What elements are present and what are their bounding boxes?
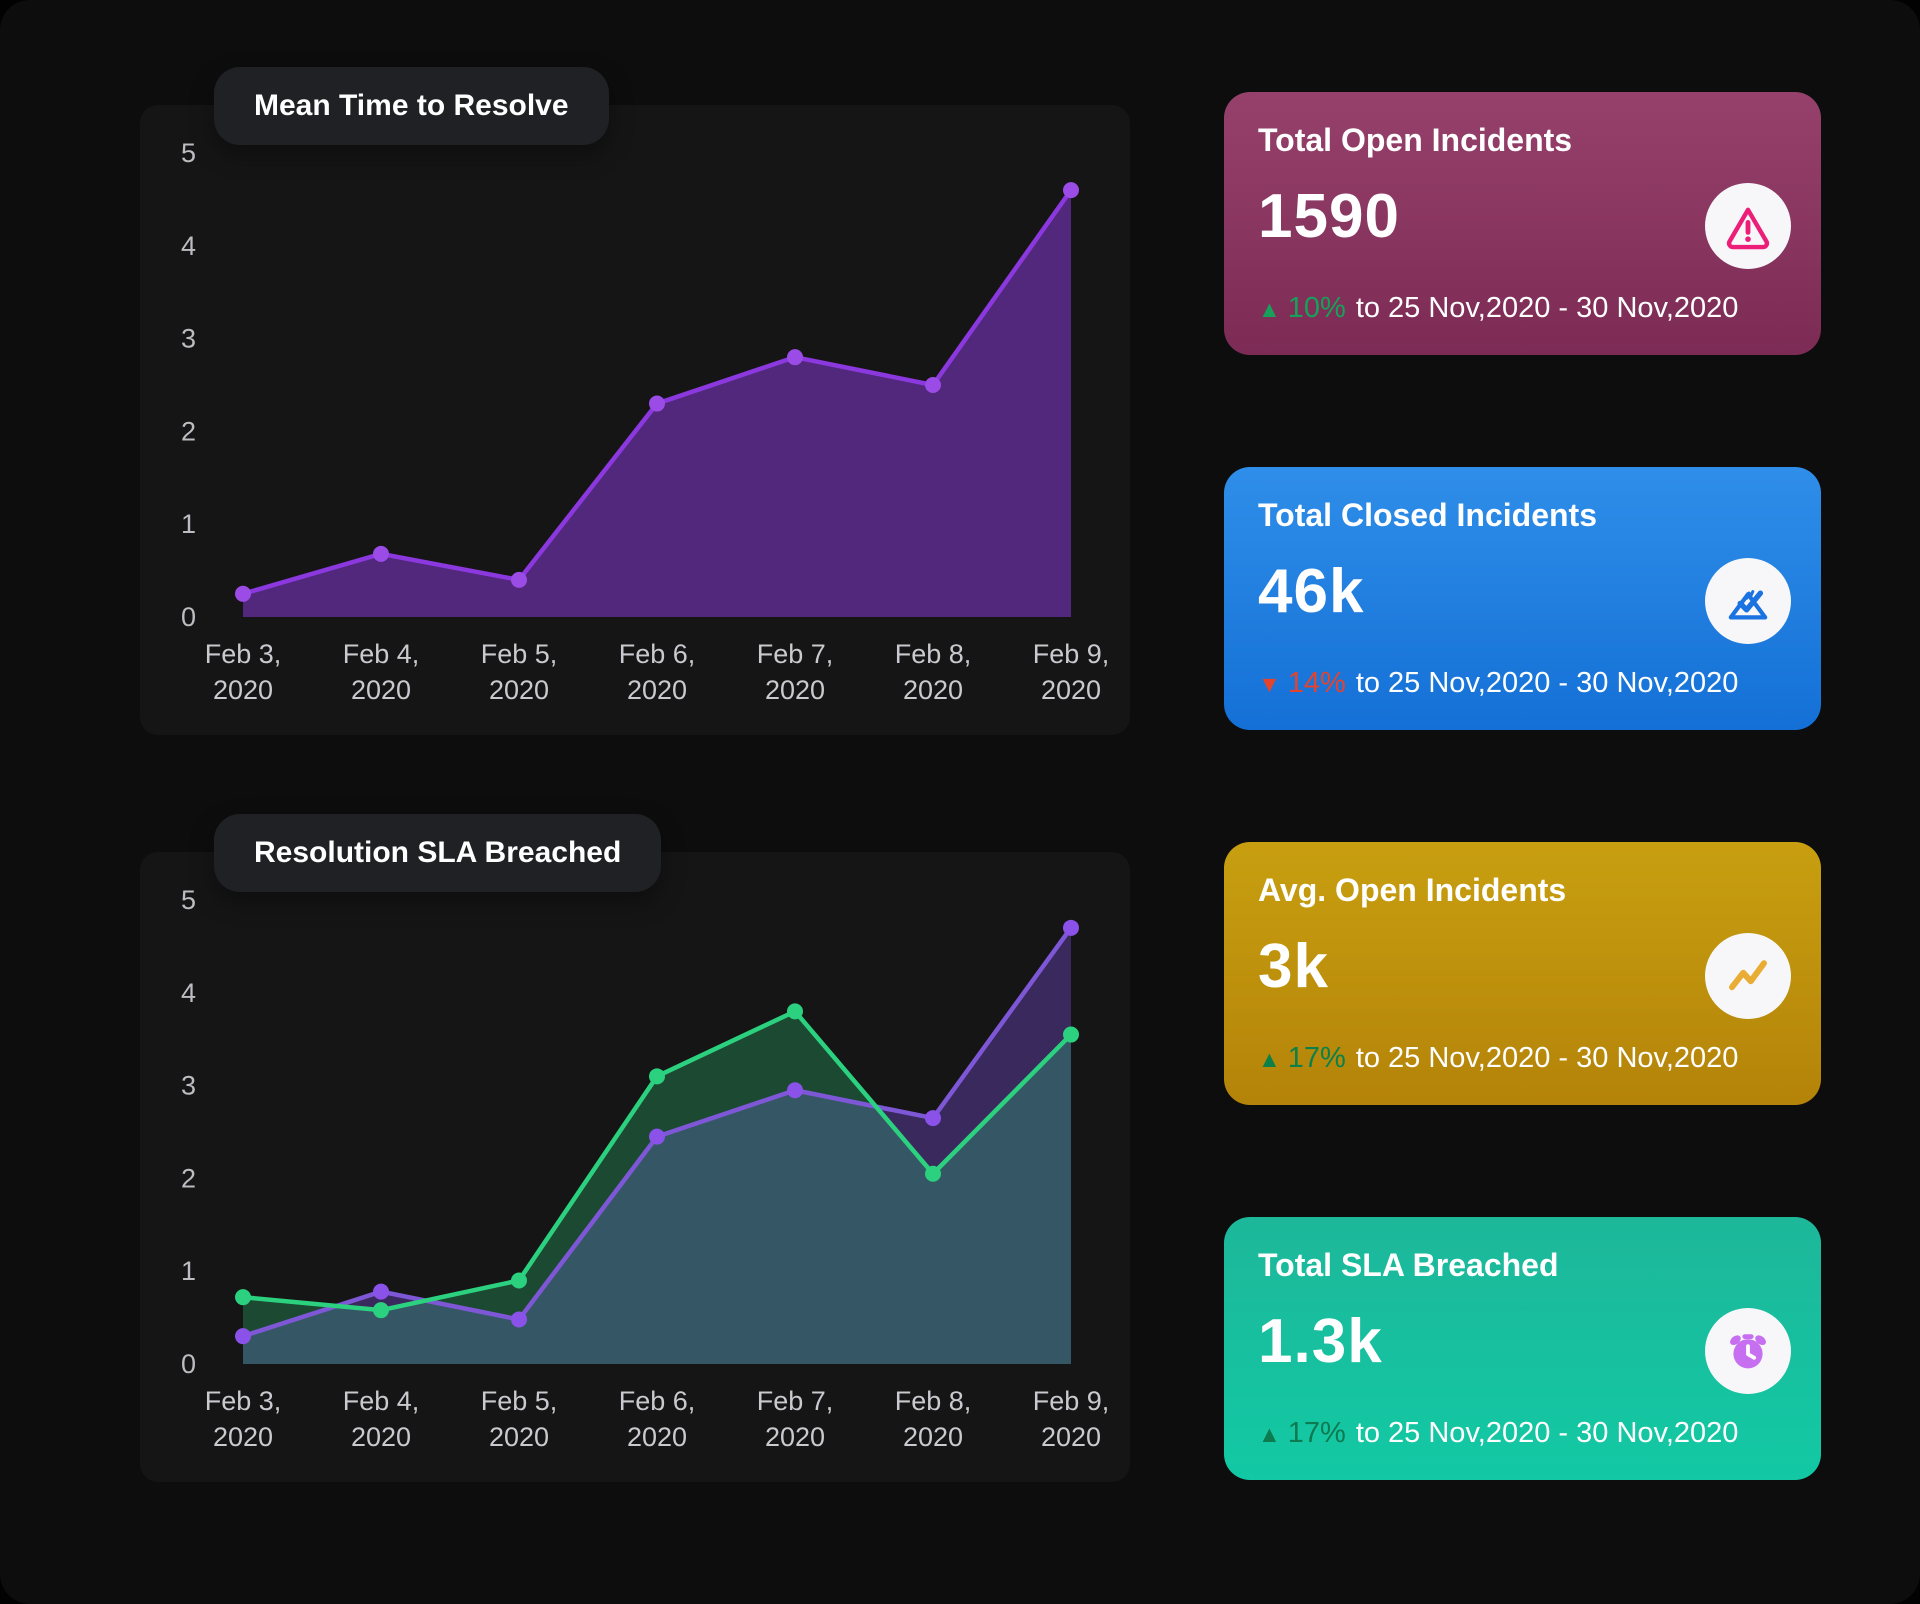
svg-text:2020: 2020 bbox=[627, 675, 687, 705]
delta-down-triangle-icon: ▼ bbox=[1258, 671, 1281, 697]
delta-percent: 17% bbox=[1287, 1042, 1346, 1074]
svg-text:4: 4 bbox=[181, 231, 196, 261]
delta-percent: 14% bbox=[1287, 667, 1346, 699]
svg-text:2020: 2020 bbox=[1041, 675, 1101, 705]
svg-text:2020: 2020 bbox=[489, 675, 549, 705]
svg-text:Feb 8,: Feb 8, bbox=[895, 1386, 972, 1416]
svg-text:Feb 6,: Feb 6, bbox=[619, 639, 696, 669]
svg-text:2: 2 bbox=[181, 1163, 196, 1193]
svg-text:3: 3 bbox=[181, 324, 196, 354]
kpi-change-row: ▼ 14% to 25 Nov,2020 - 30 Nov,2020 bbox=[1258, 667, 1738, 700]
svg-text:Feb 3,: Feb 3, bbox=[205, 639, 282, 669]
kpi-title: Total Open Incidents bbox=[1258, 122, 1573, 158]
svg-text:Feb 9,: Feb 9, bbox=[1033, 1386, 1110, 1416]
svg-text:Feb 5,: Feb 5, bbox=[481, 639, 558, 669]
chart-panel-resolution-sla-breached: Resolution SLA Breached 0 1 2 3 4 5 Feb 3, 2020… bbox=[140, 814, 1130, 1482]
kpi-title: Total Closed Incidents bbox=[1258, 497, 1597, 533]
svg-text:1: 1 bbox=[181, 1256, 196, 1286]
svg-text:Feb 8,: Feb 8, bbox=[895, 639, 972, 669]
svg-text:Feb 4,: Feb 4, bbox=[343, 1386, 420, 1416]
svg-text:2: 2 bbox=[181, 416, 196, 446]
svg-text:2020: 2020 bbox=[1041, 1422, 1101, 1452]
resolution-sla-breached-area-chart[interactable]: 0 1 2 3 4 5 Feb 3, 2020 Feb 4, 2020 Feb 5, 2020 Feb … bbox=[140, 852, 1130, 1482]
chart-panel-mean-time-to-resolve: Mean Time to Resolve 0 1 2 3 4 5 Feb 3, 2020 Feb… bbox=[140, 67, 1130, 735]
svg-text:2020: 2020 bbox=[627, 1422, 687, 1452]
delta-percent: 10% bbox=[1287, 292, 1346, 324]
svg-text:Feb 9,: Feb 9, bbox=[1033, 639, 1110, 669]
kpi-card-total-open-incidents[interactable]: Total Open Incidents 1590 ▲ 10% to 25 No… bbox=[1224, 92, 1821, 355]
kpi-card-total-closed-incidents[interactable]: Total Closed Incidents 46k ▼ 14% to 25 N… bbox=[1224, 467, 1821, 730]
trend-up-icon bbox=[1705, 933, 1791, 1019]
svg-text:2020: 2020 bbox=[489, 1422, 549, 1452]
kpi-value: 3k bbox=[1258, 932, 1329, 1001]
delta-percent: 17% bbox=[1287, 1417, 1346, 1449]
svg-text:Feb 5,: Feb 5, bbox=[481, 1386, 558, 1416]
svg-text:2020: 2020 bbox=[903, 1422, 963, 1452]
kpi-title: Total SLA Breached bbox=[1258, 1247, 1559, 1283]
svg-text:0: 0 bbox=[181, 602, 196, 632]
period-label: to 25 Nov,2020 - 30 Nov,2020 bbox=[1355, 1042, 1739, 1074]
kpi-change-row: ▲ 17% to 25 Nov,2020 - 30 Nov,2020 bbox=[1258, 1417, 1738, 1450]
chart-title-bubble: Mean Time to Resolve bbox=[214, 67, 609, 145]
mean-time-to-resolve-area-chart[interactable]: 0 1 2 3 4 5 Feb 3, 2020 Feb 4, 2020 Feb 5, 2020 Feb … bbox=[140, 105, 1130, 735]
svg-text:5: 5 bbox=[181, 138, 196, 168]
delta-up-triangle-icon: ▲ bbox=[1258, 1046, 1281, 1072]
delta-up-triangle-icon: ▲ bbox=[1258, 1421, 1281, 1447]
chart-title: Resolution SLA Breached bbox=[254, 836, 622, 869]
svg-text:2020: 2020 bbox=[903, 675, 963, 705]
period-label: to 25 Nov,2020 - 30 Nov,2020 bbox=[1355, 667, 1739, 699]
kpi-title: Avg. Open Incidents bbox=[1258, 872, 1567, 908]
alarm-clock-icon bbox=[1705, 1308, 1791, 1394]
svg-text:Feb 7,: Feb 7, bbox=[757, 639, 834, 669]
check-tray-icon bbox=[1705, 558, 1791, 644]
warning-triangle-icon bbox=[1705, 183, 1791, 269]
delta-up-triangle-icon: ▲ bbox=[1258, 296, 1281, 322]
svg-text:5: 5 bbox=[181, 885, 196, 915]
kpi-card-avg-open-incidents[interactable]: Avg. Open Incidents 3k ▲ 17% to 25 Nov,2… bbox=[1224, 842, 1821, 1105]
svg-text:2020: 2020 bbox=[351, 675, 411, 705]
period-label: to 25 Nov,2020 - 30 Nov,2020 bbox=[1355, 1417, 1739, 1449]
svg-text:2020: 2020 bbox=[765, 675, 825, 705]
svg-text:Feb 3,: Feb 3, bbox=[205, 1386, 282, 1416]
svg-text:2020: 2020 bbox=[765, 1422, 825, 1452]
svg-text:0: 0 bbox=[181, 1349, 196, 1379]
kpi-value: 46k bbox=[1258, 557, 1365, 626]
svg-text:2020: 2020 bbox=[213, 675, 273, 705]
kpi-cards-column: Total Open Incidents 1590 ▲ 10% to 25 No… bbox=[1224, 92, 1821, 1592]
period-label: to 25 Nov,2020 - 30 Nov,2020 bbox=[1355, 292, 1739, 324]
kpi-change-row: ▲ 17% to 25 Nov,2020 - 30 Nov,2020 bbox=[1258, 1042, 1738, 1075]
kpi-value: 1.3k bbox=[1258, 1307, 1383, 1376]
svg-text:2020: 2020 bbox=[351, 1422, 411, 1452]
svg-text:2020: 2020 bbox=[213, 1422, 273, 1452]
svg-text:4: 4 bbox=[181, 978, 196, 1008]
svg-text:Feb 7,: Feb 7, bbox=[757, 1386, 834, 1416]
svg-text:3: 3 bbox=[181, 1071, 196, 1101]
svg-text:Feb 6,: Feb 6, bbox=[619, 1386, 696, 1416]
chart-title: Mean Time to Resolve bbox=[254, 89, 569, 122]
kpi-card-total-sla-breached[interactable]: Total SLA Breached 1.3k ▲ 17% to 25 Nov,… bbox=[1224, 1217, 1821, 1480]
svg-text:Feb 4,: Feb 4, bbox=[343, 639, 420, 669]
chart-title-bubble: Resolution SLA Breached bbox=[214, 814, 662, 892]
kpi-change-row: ▲ 10% to 25 Nov,2020 - 30 Nov,2020 bbox=[1258, 292, 1738, 325]
svg-text:1: 1 bbox=[181, 509, 196, 539]
kpi-value: 1590 bbox=[1258, 182, 1400, 251]
